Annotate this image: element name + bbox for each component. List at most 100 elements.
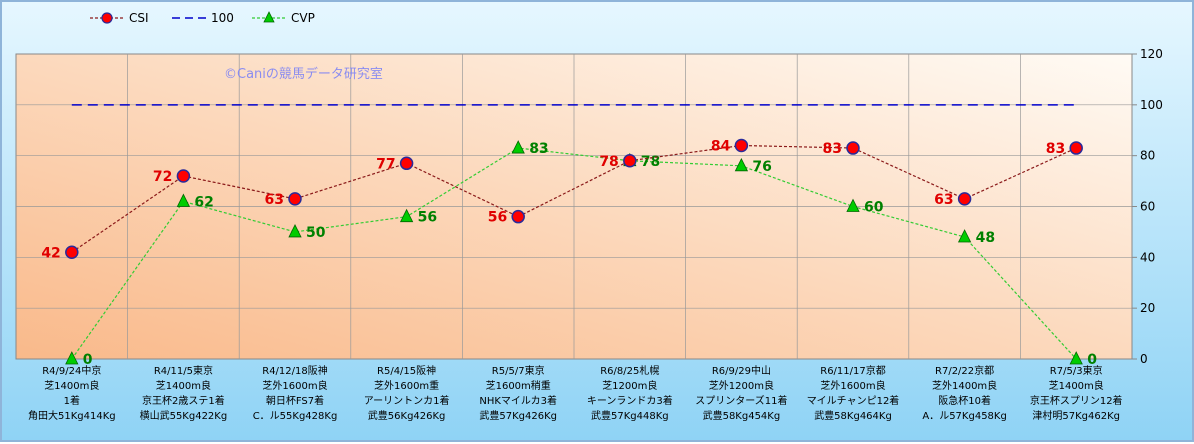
x-tick-label: R6/8/25札幌 xyxy=(600,364,659,377)
x-tick-label: R7/5/3東京 xyxy=(1050,364,1103,377)
csi-data-label: 78 xyxy=(599,154,618,170)
x-tick-label: R4/11/5東京 xyxy=(154,364,213,377)
series-layer: 0 62 50 56 83 78 76 60 48 0 42 72 63 77 56 78 84 83 63 83 xyxy=(41,104,1097,368)
y-tick-label: 120 xyxy=(1140,47,1163,61)
legend-label: 100 xyxy=(211,11,234,25)
y-axis: 0 20 40 60 80 100 120 xyxy=(1131,47,1163,366)
x-tick-label: 京王杯2歳ステ1着 xyxy=(142,394,225,407)
x-tick-label: 京王杯スプリン12着 xyxy=(1030,394,1123,407)
x-tick-label: R7/2/22京都 xyxy=(935,364,994,377)
x-tick-label: 芝外1400m良 xyxy=(932,379,997,392)
cvp-data-label: 76 xyxy=(752,159,771,175)
csi-data-label: 77 xyxy=(376,156,395,172)
x-tick-label: A．ル57Kg458Kg xyxy=(922,411,1006,422)
legend: CSI 100 CVP xyxy=(90,11,315,25)
x-tick-label: R6/9/29中山 xyxy=(712,364,771,377)
x-tick-label: R4/12/18阪神 xyxy=(262,364,328,377)
x-tick-label: キーンランドカ3着 xyxy=(587,394,673,407)
csi-point xyxy=(511,209,525,224)
legend-marker xyxy=(263,11,275,23)
x-tick-label: 武豊56Kg426Kg xyxy=(368,409,446,422)
cvp-data-label: 48 xyxy=(976,230,995,246)
cvp-line xyxy=(71,147,1077,360)
x-tick-label: NHKマイルカ3着 xyxy=(479,394,557,407)
csi-point xyxy=(846,141,860,155)
x-tick-label: 芝外1200m良 xyxy=(709,379,774,392)
cvp-point xyxy=(399,208,414,223)
cvp-point xyxy=(957,229,972,243)
cvp-point xyxy=(176,193,191,207)
cvp-data-label: 0 xyxy=(1087,352,1097,368)
x-tick-label: 武豊58Kg454Kg xyxy=(703,409,781,422)
y-tick-label: 40 xyxy=(1140,250,1155,264)
x-tick-label: 芝1200m良 xyxy=(602,379,657,392)
x-tick-label: 武豊57Kg426Kg xyxy=(479,409,557,422)
x-tick-label: 阪急杯10着 xyxy=(938,394,991,407)
csi-point xyxy=(734,138,749,153)
cvp-data-label: 56 xyxy=(418,210,437,226)
x-tick-label: 津村明57Kg462Kg xyxy=(1032,409,1120,422)
x-tick-label: R6/11/17京都 xyxy=(820,364,886,377)
legend-item-cvp: CVP xyxy=(252,11,315,25)
x-tick-label: 横山武55Kg422Kg xyxy=(140,409,228,422)
x-tick-label: 1着 xyxy=(64,394,80,407)
y-tick-label: 100 xyxy=(1140,98,1163,112)
x-tick-label: 芝外1600m重 xyxy=(374,379,439,392)
x-tick-label: マイルチャンピ12着 xyxy=(807,394,900,407)
csi-data-label: 56 xyxy=(488,210,507,226)
x-tick-label: 芝外1600m良 xyxy=(262,379,327,392)
x-tick-label: アーリントンカ1着 xyxy=(364,394,450,407)
cvp-point xyxy=(65,351,79,365)
csi-data-label: 42 xyxy=(41,245,60,261)
csi-data-label: 84 xyxy=(711,139,731,155)
csi-line xyxy=(71,144,1077,253)
csi-point xyxy=(1069,141,1083,155)
legend-label: CVP xyxy=(291,11,315,25)
csi-point xyxy=(957,192,972,206)
cvp-data-label: 83 xyxy=(529,141,548,157)
cvp-data-label: 78 xyxy=(641,154,660,170)
y-tick-label: 20 xyxy=(1140,301,1155,315)
cvp-data-label: 60 xyxy=(864,200,884,216)
legend-item-csi: CSI xyxy=(90,11,149,25)
x-tick-label: R5/5/7東京 xyxy=(492,364,545,377)
x-tick-label: 芝1600m稍重 xyxy=(486,379,551,392)
x-tick-label: 芝1400m良 xyxy=(1049,379,1104,392)
y-tick-label: 60 xyxy=(1140,200,1155,214)
cvp-point xyxy=(511,140,525,154)
legend-marker xyxy=(101,12,113,24)
x-tick-label: スプリンターズ11着 xyxy=(695,394,787,407)
x-tick-label: 武豊58Kg464Kg xyxy=(814,409,892,422)
cvp-point xyxy=(846,198,860,212)
legend-label: CSI xyxy=(129,11,149,25)
cvp-data-label: 62 xyxy=(194,194,213,210)
cvp-data-label: 50 xyxy=(306,225,326,241)
cvp-point xyxy=(288,224,302,238)
cvp-point xyxy=(1069,351,1083,365)
x-tick-label: R4/9/24中京 xyxy=(42,364,101,377)
csi-data-label: 72 xyxy=(153,169,172,185)
legend-item-100: 100 xyxy=(172,11,234,25)
watermark: ©Caniの競馬データ研究室 xyxy=(224,66,383,82)
cvp-data-label: 0 xyxy=(83,352,93,368)
csi-point xyxy=(399,156,414,171)
x-tick-label: 芝外1600m良 xyxy=(820,379,885,392)
x-tick-label: C．ル55Kg428Kg xyxy=(253,411,338,422)
csi-data-label: 63 xyxy=(934,192,953,208)
csi-point xyxy=(623,154,637,168)
csi-point xyxy=(288,192,302,206)
csi-point xyxy=(65,245,79,259)
x-tick-label: 朝日杯FS7着 xyxy=(266,394,324,407)
x-tick-label: 武豊57Kg448Kg xyxy=(591,409,669,422)
csi-data-label: 63 xyxy=(265,192,284,208)
series-csi: 42 72 63 77 56 78 84 83 63 83 xyxy=(41,138,1083,261)
csi-data-label: 83 xyxy=(823,141,842,157)
x-tick-label: R5/4/15阪神 xyxy=(377,364,436,377)
x-tick-label: 角田大51Kg414Kg xyxy=(28,409,116,422)
y-tick-label: 0 xyxy=(1140,352,1148,366)
x-tick-label: 芝1400m良 xyxy=(156,379,211,392)
y-tick-label: 80 xyxy=(1140,149,1155,163)
